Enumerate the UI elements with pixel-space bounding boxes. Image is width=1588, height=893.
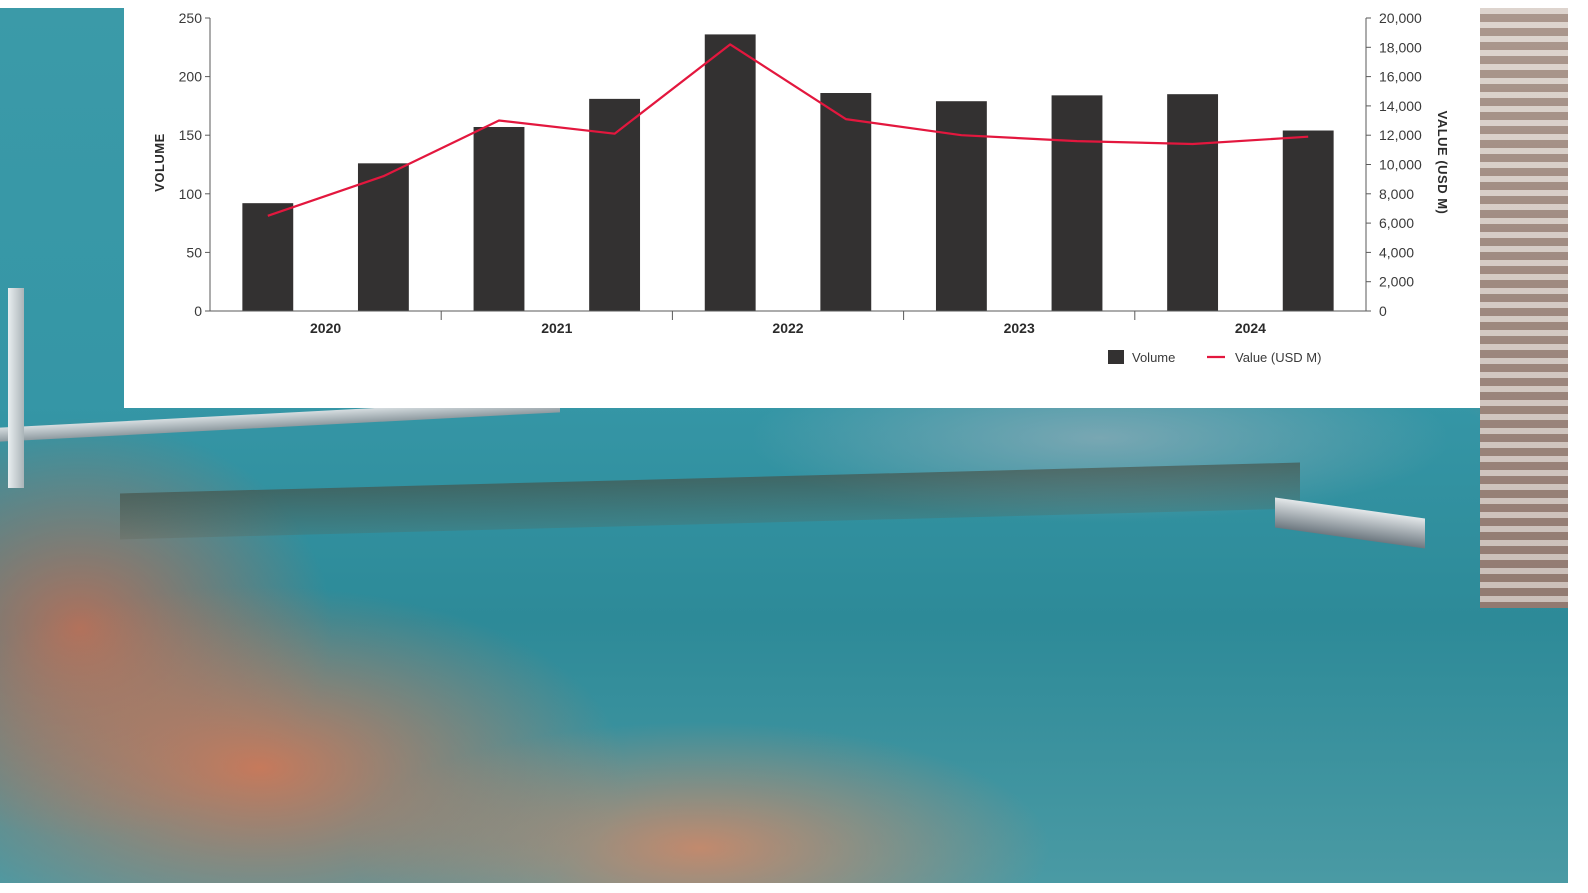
city-buildings	[1480, 8, 1568, 608]
bridge-tower	[8, 288, 24, 488]
y-tick-label: 200	[179, 69, 203, 85]
legend-label-volume: Volume	[1132, 350, 1175, 365]
legend: Volume Value (USD M)	[1108, 350, 1321, 365]
chart-svg: 0 50 100 150 200 250 0 2,000 4,000 6,000 8,000 10,…	[152, 10, 1450, 365]
x-tick-label: 2023	[1004, 320, 1035, 336]
volume-bar	[242, 203, 294, 311]
y2-tick-label: 10,000	[1379, 157, 1422, 173]
y2-tick-label: 6,000	[1379, 215, 1414, 231]
y2-axis-title: VALUE (USD M)	[1435, 111, 1450, 215]
y2-tick-label: 14,000	[1379, 98, 1422, 114]
river-pier	[1275, 497, 1425, 549]
y-tick-label: 100	[179, 186, 203, 202]
y2-tick-label: 18,000	[1379, 39, 1422, 55]
value-line	[267, 43, 1309, 217]
volume-bar	[1167, 94, 1219, 312]
y-tick-label: 0	[194, 303, 202, 319]
x-tick-label: 2020	[310, 320, 341, 336]
x-axis-ticks: 2020 2021 2022 2023 2024	[310, 311, 1266, 336]
x-tick-label: 2024	[1235, 320, 1266, 336]
legend-swatch-volume	[1108, 350, 1124, 364]
volume-bars	[242, 34, 1334, 312]
y2-tick-label: 4,000	[1379, 244, 1414, 260]
y-tick-label: 50	[186, 244, 202, 260]
x-tick-label: 2022	[772, 320, 803, 336]
y2-tick-label: 12,000	[1379, 127, 1422, 143]
river-shore	[120, 462, 1300, 540]
volume-bar	[473, 126, 525, 311]
y-tick-label: 250	[179, 10, 203, 26]
y2-tick-label: 16,000	[1379, 69, 1422, 85]
chart-panel: 0 50 100 150 200 250 0 2,000 4,000 6,000 8,000 10,…	[124, 0, 1480, 408]
y2-tick-label: 8,000	[1379, 186, 1414, 202]
y2-axis-ticks: 0 2,000 4,000 6,000 8,000 10,000 12,000 14,000 1…	[1366, 10, 1422, 319]
value-series-line	[267, 43, 1309, 217]
y-axis-ticks: 0 50 100 150 200 250	[179, 10, 210, 319]
volume-bar	[1282, 130, 1334, 311]
x-tick-label: 2021	[541, 320, 572, 336]
y-tick-label: 150	[179, 127, 203, 143]
volume-bar	[820, 93, 872, 312]
volume-bar	[357, 163, 409, 311]
y2-tick-label: 0	[1379, 303, 1387, 319]
y-axis-title: VOLUME	[152, 133, 167, 192]
y2-tick-label: 2,000	[1379, 274, 1414, 290]
y2-tick-label: 20,000	[1379, 10, 1422, 26]
volume-bar	[1051, 95, 1103, 312]
legend-label-value: Value (USD M)	[1235, 350, 1321, 365]
volume-bar	[704, 34, 756, 312]
